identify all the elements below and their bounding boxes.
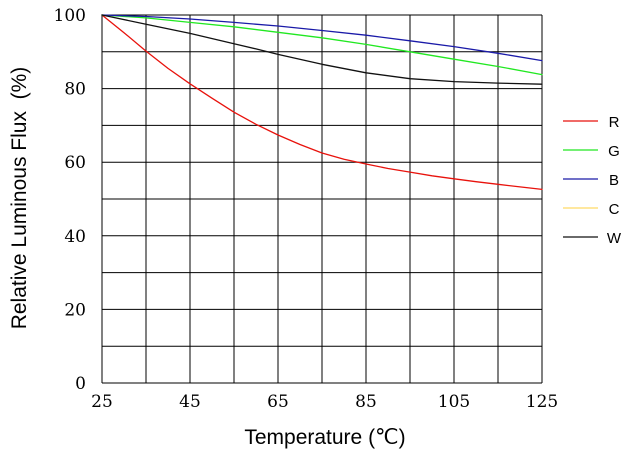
tick-labels: 25 45 65 85 105 125 0 20 40 60 80 100: [54, 6, 559, 412]
legend-label-r: R: [609, 114, 620, 131]
y-tick-label: 0: [75, 374, 86, 394]
y-tick-label: 60: [64, 153, 86, 173]
series-lines: [101, 14, 543, 191]
legend-label-c: C: [609, 201, 620, 218]
y-tick-label: 80: [64, 80, 86, 100]
x-tick-label: 25: [91, 392, 113, 412]
y-tick-label: 40: [64, 227, 86, 247]
x-tick-label: 45: [179, 392, 201, 412]
grid: [101, 14, 543, 384]
y-axis-title: Relative Luminous Flux (%): [8, 67, 31, 330]
legend-label-b: B: [609, 172, 619, 189]
x-tick-label: 85: [355, 392, 377, 412]
y-tick-label: 100: [54, 6, 86, 26]
y-tick-label: 20: [64, 300, 86, 320]
x-axis-title: Temperature (℃): [244, 426, 405, 449]
series-line-w: [101, 14, 543, 85]
x-tick-label: 65: [267, 392, 289, 412]
legend-label-g: G: [608, 143, 620, 160]
x-tick-label: 105: [438, 392, 470, 412]
series-line-b: [101, 14, 543, 62]
legend-label-w: W: [607, 230, 622, 247]
series-line-g: [101, 14, 543, 76]
series-line-r: [101, 14, 543, 191]
x-tick-label: 125: [526, 392, 558, 412]
